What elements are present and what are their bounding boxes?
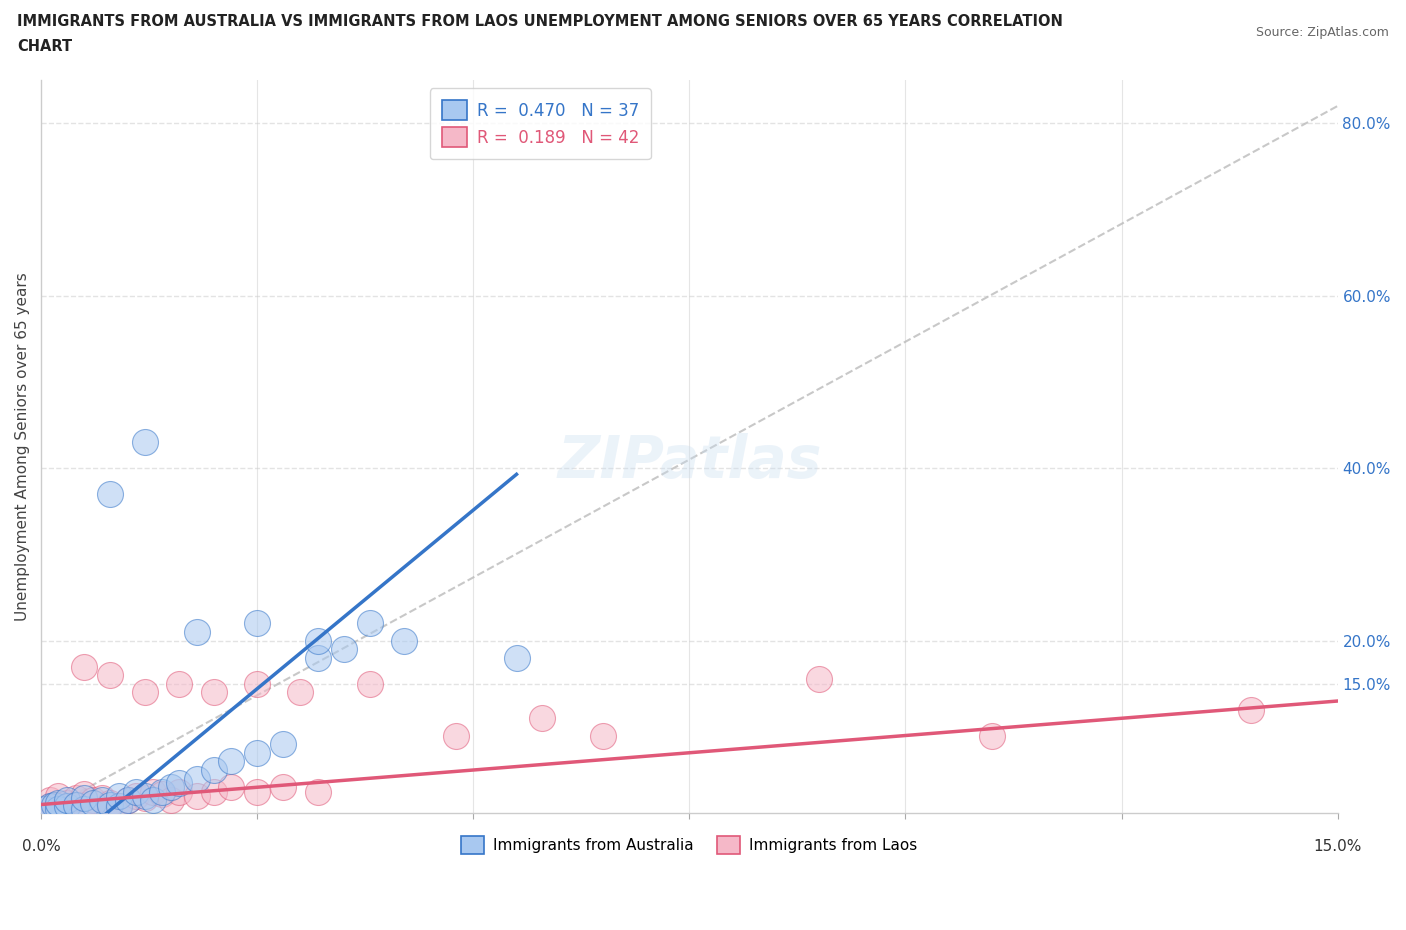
Point	[38, 799, 60, 814]
Point	[73, 802, 96, 817]
Point	[202, 763, 225, 777]
Point	[202, 784, 225, 799]
Point	[150, 784, 173, 799]
Point	[56, 799, 79, 814]
Point	[34, 802, 56, 817]
Point	[592, 728, 614, 743]
Point	[65, 797, 87, 812]
Point	[42, 797, 65, 812]
Point	[271, 780, 294, 795]
Text: 15.0%: 15.0%	[1313, 839, 1362, 854]
Point	[142, 784, 165, 799]
Point	[34, 802, 56, 817]
Point	[1240, 702, 1263, 717]
Point	[392, 633, 415, 648]
Point	[48, 802, 70, 817]
Text: 0.0%: 0.0%	[21, 839, 60, 854]
Point	[444, 728, 467, 743]
Point	[531, 711, 554, 725]
Point	[90, 792, 112, 807]
Point	[48, 795, 70, 810]
Point	[73, 797, 96, 812]
Point	[169, 676, 191, 691]
Point	[98, 795, 121, 810]
Point	[65, 790, 87, 805]
Point	[108, 799, 131, 814]
Point	[125, 784, 148, 799]
Y-axis label: Unemployment Among Seniors over 65 years: Unemployment Among Seniors over 65 years	[15, 272, 30, 621]
Point	[307, 633, 329, 648]
Text: Source: ZipAtlas.com: Source: ZipAtlas.com	[1256, 26, 1389, 39]
Point	[90, 790, 112, 805]
Point	[505, 650, 527, 665]
Point	[159, 780, 181, 795]
Point	[108, 799, 131, 814]
Point	[82, 792, 104, 807]
Point	[332, 642, 354, 657]
Point	[186, 625, 208, 640]
Point	[73, 659, 96, 674]
Point	[980, 728, 1002, 743]
Point	[48, 789, 70, 804]
Point	[159, 792, 181, 807]
Point	[246, 784, 269, 799]
Point	[38, 792, 60, 807]
Point	[48, 797, 70, 812]
Point	[65, 799, 87, 814]
Point	[98, 797, 121, 812]
Point	[73, 787, 96, 802]
Point	[117, 792, 139, 807]
Point	[359, 676, 381, 691]
Point	[134, 789, 156, 804]
Point	[134, 790, 156, 805]
Point	[271, 737, 294, 751]
Point	[359, 616, 381, 631]
Point	[125, 789, 148, 804]
Point	[219, 780, 242, 795]
Point	[56, 802, 79, 817]
Point	[246, 616, 269, 631]
Point	[56, 792, 79, 807]
Point	[219, 754, 242, 769]
Text: CHART: CHART	[17, 39, 72, 54]
Point	[150, 787, 173, 802]
Point	[73, 790, 96, 805]
Point	[169, 784, 191, 799]
Point	[82, 795, 104, 810]
Point	[290, 685, 312, 700]
Legend: Immigrants from Australia, Immigrants from Laos: Immigrants from Australia, Immigrants fr…	[456, 830, 924, 860]
Point	[56, 795, 79, 810]
Point	[38, 799, 60, 814]
Point	[246, 676, 269, 691]
Point	[98, 668, 121, 683]
Point	[98, 486, 121, 501]
Point	[134, 685, 156, 700]
Point	[307, 650, 329, 665]
Point	[808, 672, 831, 687]
Text: ZIPatlas: ZIPatlas	[557, 432, 821, 490]
Point	[142, 792, 165, 807]
Text: IMMIGRANTS FROM AUSTRALIA VS IMMIGRANTS FROM LAOS UNEMPLOYMENT AMONG SENIORS OVE: IMMIGRANTS FROM AUSTRALIA VS IMMIGRANTS …	[17, 14, 1063, 29]
Point	[246, 745, 269, 760]
Point	[186, 789, 208, 804]
Point	[202, 685, 225, 700]
Point	[169, 776, 191, 790]
Point	[117, 792, 139, 807]
Point	[186, 771, 208, 786]
Point	[108, 789, 131, 804]
Point	[307, 784, 329, 799]
Point	[134, 435, 156, 450]
